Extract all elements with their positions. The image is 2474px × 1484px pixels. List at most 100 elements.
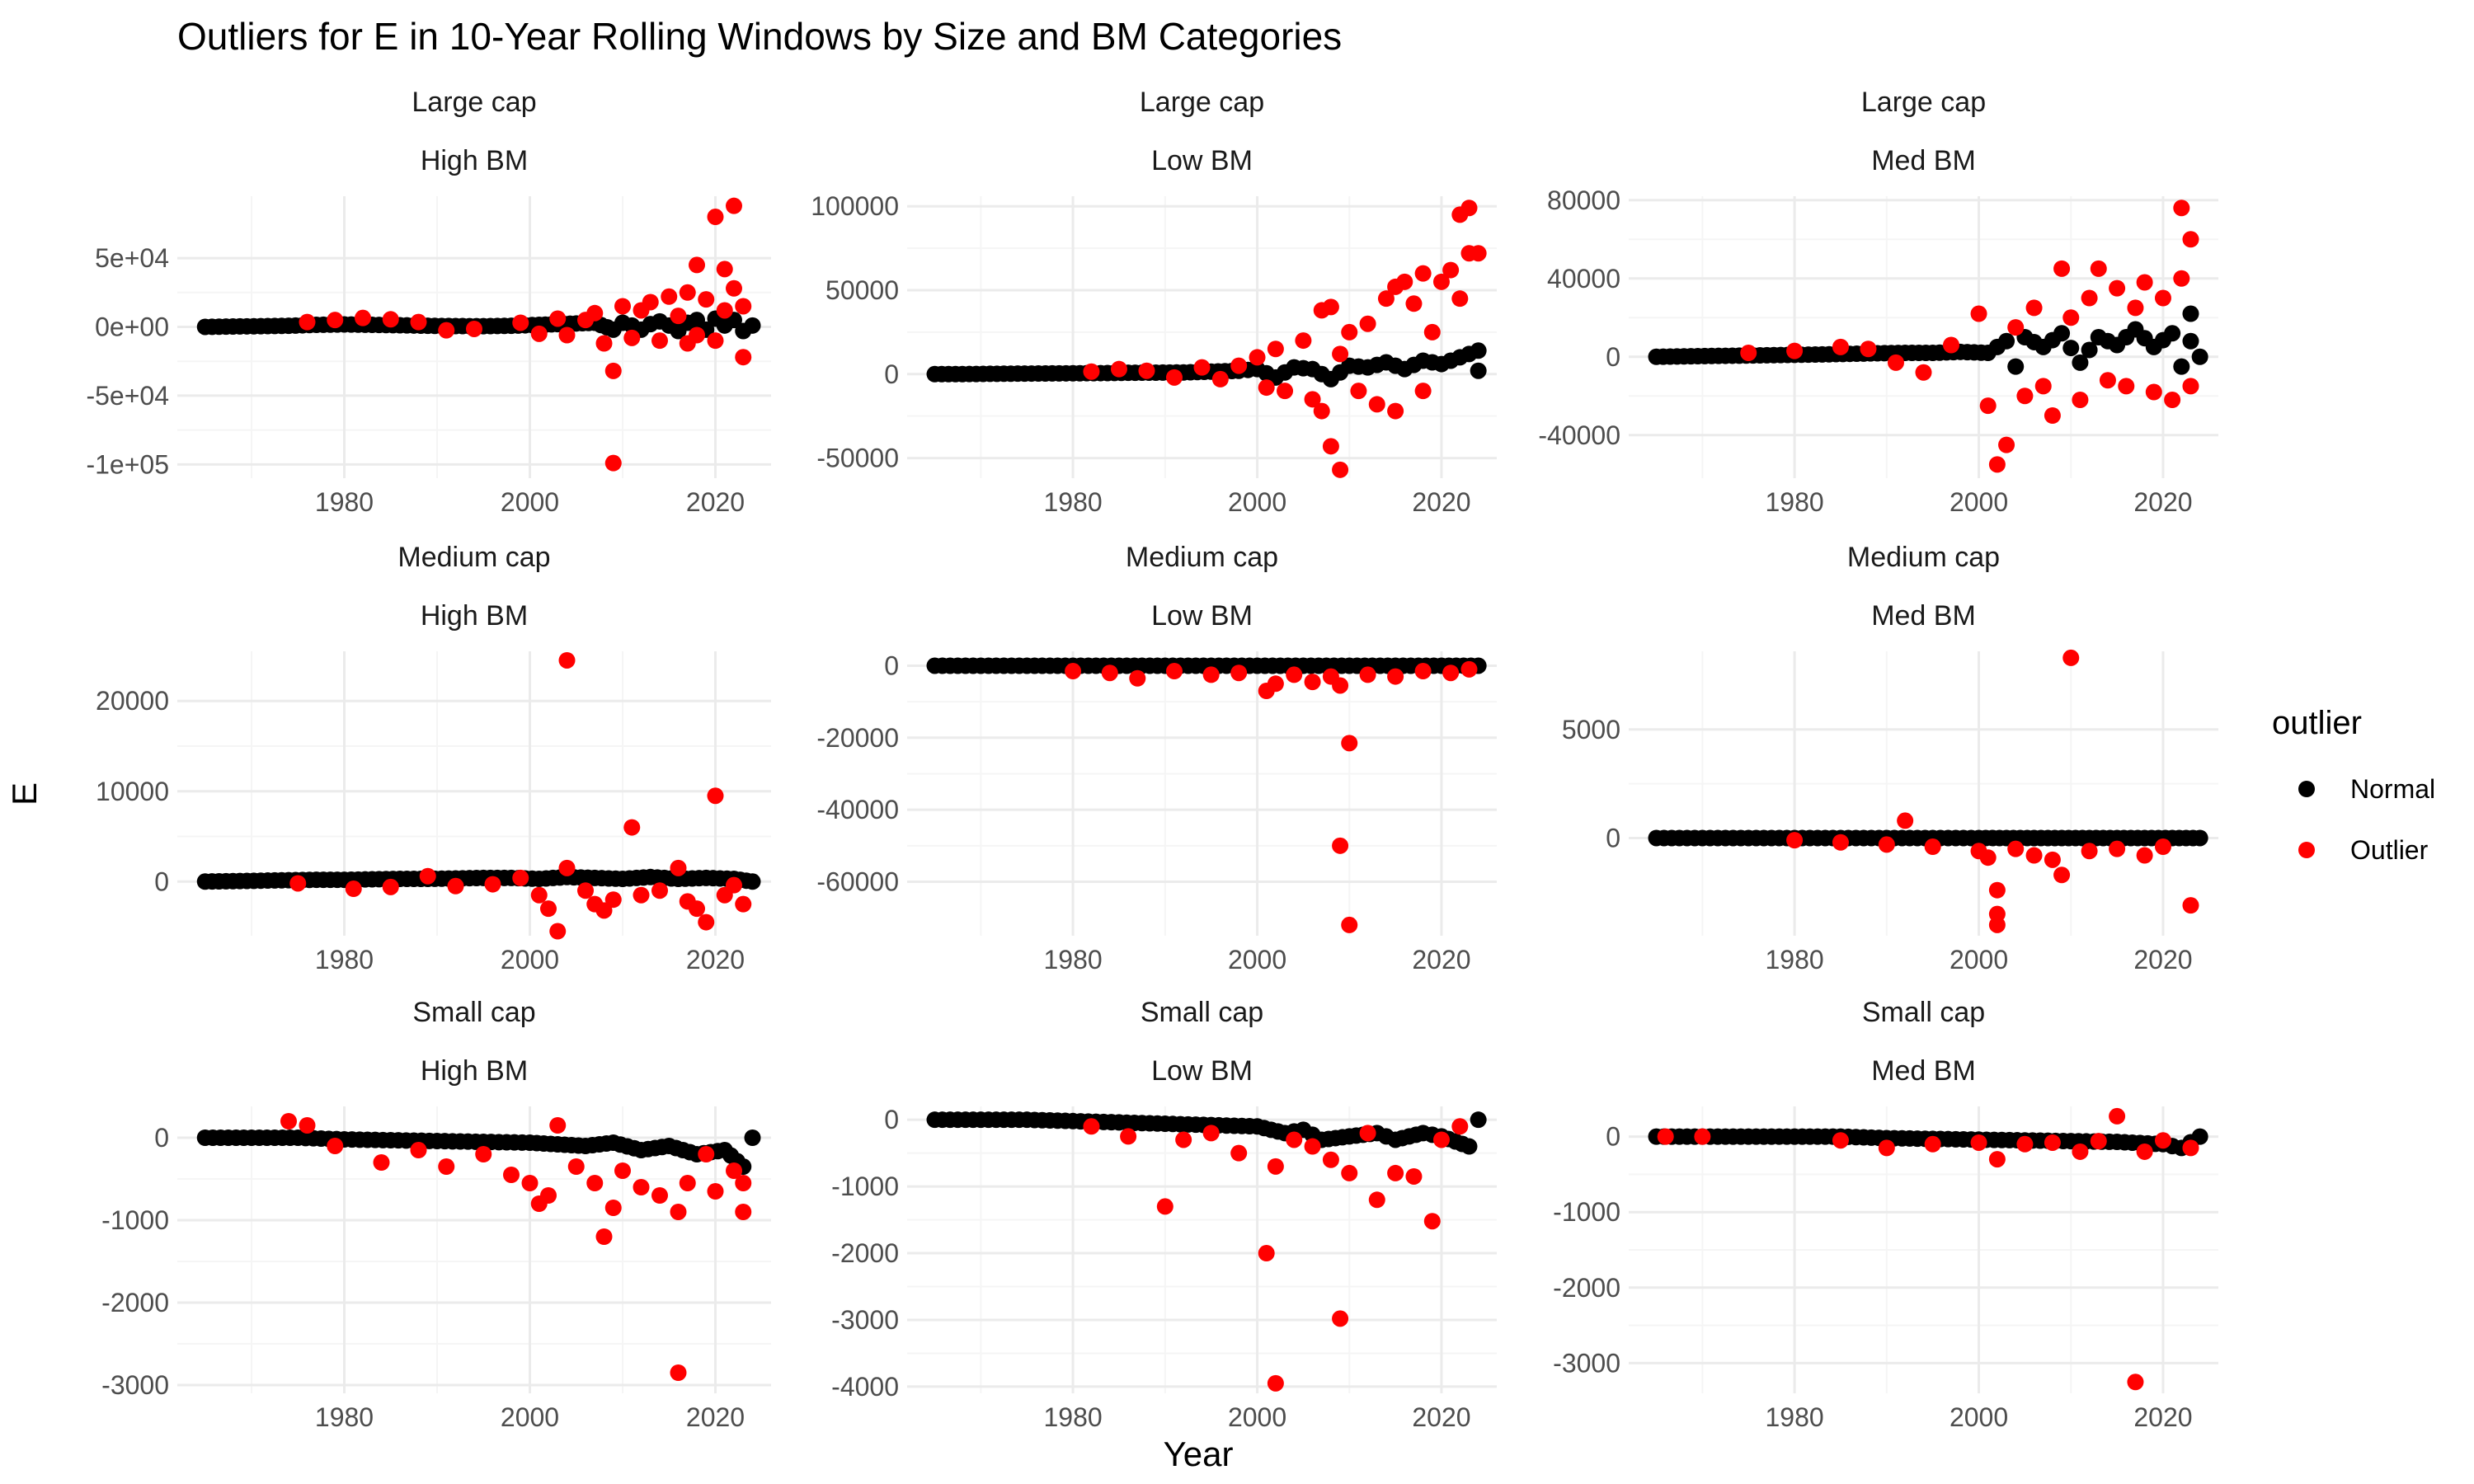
point-outlier (735, 1175, 752, 1191)
point-outlier (1423, 1213, 1441, 1230)
point-outlier (512, 314, 529, 331)
strip-label-size: Medium cap (397, 542, 550, 573)
point-outlier (1368, 1191, 1385, 1209)
point-outlier (2154, 289, 2171, 307)
point-outlier (633, 886, 650, 904)
point-outlier (1359, 666, 1376, 683)
point-outlier (1230, 665, 1248, 682)
point-outlier (1156, 1198, 1174, 1215)
point-outlier (1202, 1125, 1220, 1142)
strip-label-bm: High BM (421, 600, 528, 632)
point-outlier (1065, 663, 1082, 680)
x-tick-label: 1980 (315, 945, 374, 974)
point-outlier (540, 1187, 557, 1204)
point-outlier (2007, 840, 2025, 857)
point-outlier (1101, 665, 1118, 682)
point-outlier (1740, 345, 1757, 361)
point-normal (2191, 829, 2208, 847)
point-outlier (1460, 200, 1478, 217)
y-axis-title: E (5, 782, 44, 805)
y-tick-label: 100000 (811, 191, 899, 221)
x-tick-label: 2000 (501, 945, 559, 974)
y-tick-label: -3000 (101, 1370, 169, 1400)
point-outlier (1211, 370, 1229, 387)
strip-label-size: Small cap (1141, 997, 1263, 1028)
point-outlier (419, 867, 436, 885)
point-outlier (1359, 315, 1376, 332)
point-normal (2191, 1128, 2208, 1145)
x-tick-label: 2000 (1228, 1402, 1286, 1432)
point-outlier (604, 362, 622, 379)
point-outlier (726, 279, 742, 297)
point-outlier (373, 1154, 390, 1171)
x-tick-label: 1980 (1044, 945, 1103, 974)
point-outlier (1341, 735, 1358, 752)
point-outlier (2154, 1132, 2171, 1149)
point-outlier (1377, 290, 1395, 308)
strip-label-size: Small cap (1862, 997, 1985, 1028)
point-outlier (438, 322, 455, 339)
y-tick-label: 0 (884, 1105, 899, 1134)
point-outlier (1451, 1118, 1469, 1135)
x-tick-label: 2020 (686, 487, 745, 517)
x-tick-label: 2000 (1950, 1402, 2008, 1432)
x-tick-label: 2020 (2133, 487, 2192, 517)
y-tick-label: -1000 (101, 1205, 169, 1235)
point-outlier (2053, 260, 2071, 277)
point-outlier (689, 900, 705, 918)
point-outlier (2109, 840, 2126, 857)
point-outlier (1129, 669, 1146, 687)
point-outlier (1350, 383, 1367, 400)
point-outlier (586, 304, 604, 322)
point-outlier (2007, 319, 2025, 336)
x-tick-label: 1980 (1044, 1402, 1103, 1432)
point-outlier (1332, 345, 1349, 363)
point-outlier (1878, 1139, 1895, 1157)
point-outlier (1988, 456, 2006, 473)
point-outlier (484, 876, 501, 893)
point-outlier (604, 1200, 622, 1216)
point-outlier (2072, 1143, 2089, 1160)
strip-label-bm: Med BM (1871, 600, 1976, 632)
point-outlier (530, 325, 548, 342)
point-outlier (1998, 436, 2015, 453)
point-normal (744, 317, 761, 334)
x-axis-title: Year (1164, 1435, 1234, 1473)
point-outlier (698, 291, 715, 308)
point-outlier (735, 895, 752, 913)
point-outlier (1304, 391, 1321, 408)
y-tick-label: -40000 (1538, 420, 1620, 450)
point-outlier (530, 886, 548, 904)
point-outlier (1887, 354, 1904, 371)
y-tick-label: 5e+04 (95, 243, 169, 273)
point-outlier (633, 1179, 650, 1195)
point-outlier (1423, 323, 1441, 340)
point-outlier (1341, 916, 1358, 933)
point-normal (1470, 342, 1487, 359)
point-outlier (1878, 836, 1895, 853)
point-outlier (327, 1138, 344, 1154)
point-outlier (1332, 677, 1349, 694)
point-outlier (2025, 299, 2043, 317)
point-outlier (2182, 897, 2199, 914)
point-outlier (345, 881, 362, 898)
point-outlier (1988, 1151, 2006, 1168)
y-tick-label: -20000 (816, 723, 899, 753)
point-outlier (1304, 674, 1321, 691)
point-normal (2164, 325, 2181, 342)
y-tick-label: 10000 (96, 777, 169, 806)
point-outlier (2025, 847, 2043, 864)
x-tick-label: 2020 (2133, 945, 2192, 974)
point-normal (1998, 332, 2015, 350)
y-tick-label: 20000 (96, 686, 169, 716)
strip-label-bm: Low BM (1151, 600, 1253, 632)
point-outlier (1332, 837, 1349, 854)
point-outlier (1230, 357, 1248, 374)
point-outlier (1286, 1131, 1303, 1148)
point-outlier (707, 332, 724, 350)
point-outlier (521, 1175, 539, 1191)
point-outlier (1979, 849, 1997, 866)
point-normal (2081, 341, 2098, 359)
point-normal (1460, 1138, 1478, 1155)
facet-panel: Medium cap High BM 1980 2000 2020 20000 10000 0 (96, 542, 771, 974)
